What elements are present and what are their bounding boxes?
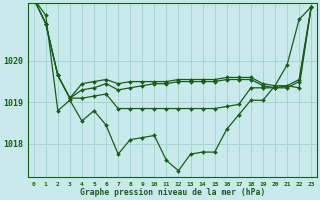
X-axis label: Graphe pression niveau de la mer (hPa): Graphe pression niveau de la mer (hPa): [80, 188, 265, 197]
